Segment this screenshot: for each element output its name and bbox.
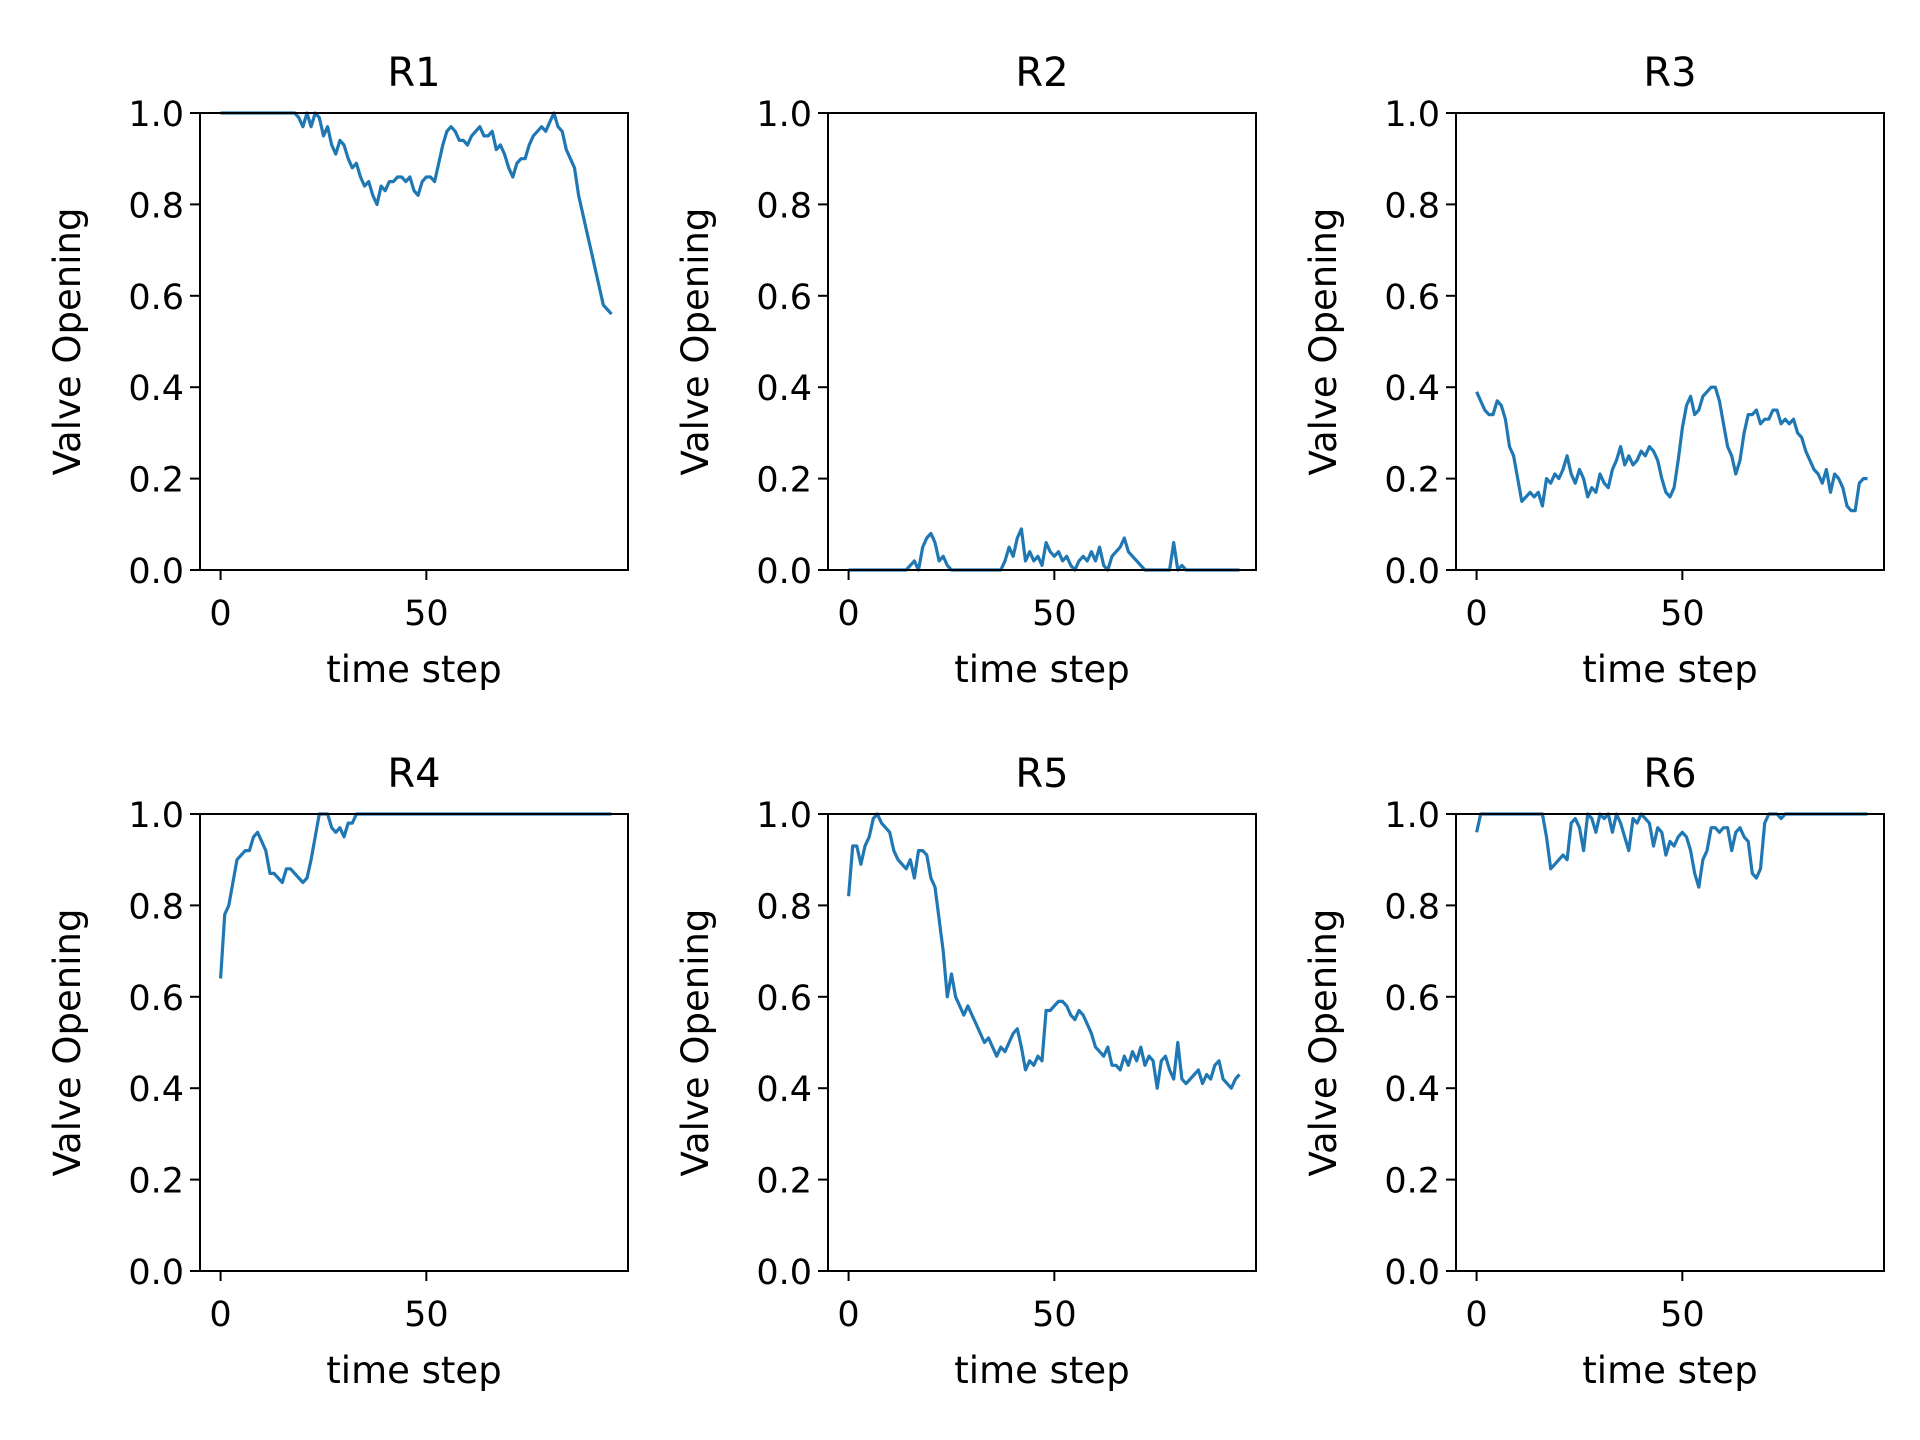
y-tick-label: 0.4 bbox=[756, 369, 812, 409]
y-axis-label: Valve Opening bbox=[1302, 909, 1345, 1177]
subplot-title: R3 bbox=[1643, 50, 1696, 96]
y-tick-label: 0.4 bbox=[128, 369, 184, 409]
x-tick-label: 50 bbox=[1660, 594, 1705, 634]
x-tick-label: 50 bbox=[1032, 594, 1077, 634]
series-line bbox=[220, 111, 613, 316]
y-tick-label: 0.4 bbox=[1384, 369, 1440, 409]
axes-frame bbox=[827, 112, 1257, 571]
y-tick-label: 0.0 bbox=[1384, 552, 1440, 592]
x-tick-label: 50 bbox=[404, 1295, 449, 1335]
x-tick-label: 50 bbox=[1660, 1295, 1705, 1335]
x-tick-label: 0 bbox=[1465, 594, 1487, 634]
y-tick-label: 1.0 bbox=[756, 796, 812, 836]
subplot-title: R6 bbox=[1643, 751, 1696, 797]
y-axis-label: Valve Opening bbox=[46, 208, 89, 476]
x-axis-label: time step bbox=[326, 1349, 501, 1392]
y-tick-label: 0.6 bbox=[1384, 278, 1440, 318]
y-tick-label: 0.0 bbox=[756, 1253, 812, 1293]
x-axis-label: time step bbox=[326, 648, 501, 691]
y-tick-label: 0.8 bbox=[756, 186, 812, 226]
subplot-r2: R2 0.0 0.2 0.4 0.6 0.8 1.0 0 50 time step Valve Op… bbox=[674, 50, 1257, 691]
y-tick-label: 0.2 bbox=[1384, 461, 1440, 501]
y-tick-label: 0.2 bbox=[1384, 1162, 1440, 1202]
x-tick-label: 50 bbox=[404, 594, 449, 634]
axes-frame bbox=[827, 813, 1257, 1272]
y-axis-label: Valve Opening bbox=[674, 909, 717, 1177]
x-tick-label: 0 bbox=[837, 594, 859, 634]
y-tick-label: 1.0 bbox=[756, 95, 812, 135]
y-tick-label: 0.6 bbox=[1384, 979, 1440, 1019]
axes-frame bbox=[199, 813, 629, 1272]
x-axis-label: time step bbox=[954, 648, 1129, 691]
y-tick-label: 1.0 bbox=[128, 796, 184, 836]
series-line bbox=[219, 812, 612, 979]
y-tick-label: 0.6 bbox=[756, 979, 812, 1019]
subplot-r4: R4 0.0 0.2 0.4 0.6 0.8 1.0 0 50 time step Valve Op… bbox=[46, 751, 629, 1392]
y-tick-label: 0.8 bbox=[756, 887, 812, 927]
y-axis-label: Valve Opening bbox=[674, 208, 717, 476]
y-tick-label: 0.2 bbox=[128, 1162, 184, 1202]
y-tick-label: 0.2 bbox=[756, 461, 812, 501]
y-tick-label: 0.8 bbox=[128, 186, 184, 226]
subplot-title: R2 bbox=[1015, 50, 1068, 96]
y-tick-label: 0.0 bbox=[1384, 1253, 1440, 1293]
axes-frame bbox=[199, 112, 629, 571]
series-line bbox=[1475, 385, 1868, 513]
y-tick-label: 0.8 bbox=[128, 887, 184, 927]
y-tick-label: 0.4 bbox=[1384, 1070, 1440, 1110]
x-axis-label: time step bbox=[954, 1349, 1129, 1392]
x-axis-label: time step bbox=[1582, 1349, 1757, 1392]
x-tick-label: 0 bbox=[209, 1295, 231, 1335]
axes-frame bbox=[1455, 813, 1885, 1272]
axes-frame bbox=[1455, 112, 1885, 571]
y-tick-label: 0.4 bbox=[756, 1070, 812, 1110]
series-line bbox=[1475, 812, 1868, 889]
y-tick-label: 1.0 bbox=[128, 95, 184, 135]
x-axis-label: time step bbox=[1582, 648, 1757, 691]
y-tick-label: 0.6 bbox=[756, 278, 812, 318]
y-tick-label: 0.2 bbox=[756, 1162, 812, 1202]
y-tick-label: 0.0 bbox=[128, 552, 184, 592]
y-tick-label: 0.2 bbox=[128, 461, 184, 501]
y-axis-label: Valve Opening bbox=[46, 909, 89, 1177]
x-tick-label: 0 bbox=[1465, 1295, 1487, 1335]
subplot-r6: R6 0.0 0.2 0.4 0.6 0.8 1.0 0 50 time step Valve Op… bbox=[1302, 751, 1885, 1392]
y-tick-label: 0.8 bbox=[1384, 887, 1440, 927]
y-tick-label: 0.0 bbox=[128, 1253, 184, 1293]
y-tick-label: 0.6 bbox=[128, 979, 184, 1019]
series-line bbox=[847, 812, 1241, 1090]
series-line bbox=[848, 527, 1240, 572]
subplot-r1: R1 0.0 0.2 0.4 0.6 0.8 1.0 0 50 time step Valve Op… bbox=[46, 50, 629, 691]
x-tick-label: 0 bbox=[837, 1295, 859, 1335]
subplot-r3: R3 0.0 0.2 0.4 0.6 0.8 1.0 0 50 time step Valve Op… bbox=[1302, 50, 1885, 691]
y-tick-label: 0.6 bbox=[128, 278, 184, 318]
subplot-title: R1 bbox=[387, 50, 440, 96]
y-tick-label: 1.0 bbox=[1384, 796, 1440, 836]
x-tick-label: 50 bbox=[1032, 1295, 1077, 1335]
y-tick-label: 0.8 bbox=[1384, 186, 1440, 226]
y-axis-label: Valve Opening bbox=[1302, 208, 1345, 476]
y-tick-label: 0.4 bbox=[128, 1070, 184, 1110]
x-tick-label: 0 bbox=[209, 594, 231, 634]
y-tick-label: 1.0 bbox=[1384, 95, 1440, 135]
subplot-title: R5 bbox=[1015, 751, 1068, 797]
subplot-r5: R5 0.0 0.2 0.4 0.6 0.8 1.0 0 50 time step Valve Op… bbox=[674, 751, 1257, 1392]
subplot-title: R4 bbox=[387, 751, 440, 797]
y-tick-label: 0.0 bbox=[756, 552, 812, 592]
